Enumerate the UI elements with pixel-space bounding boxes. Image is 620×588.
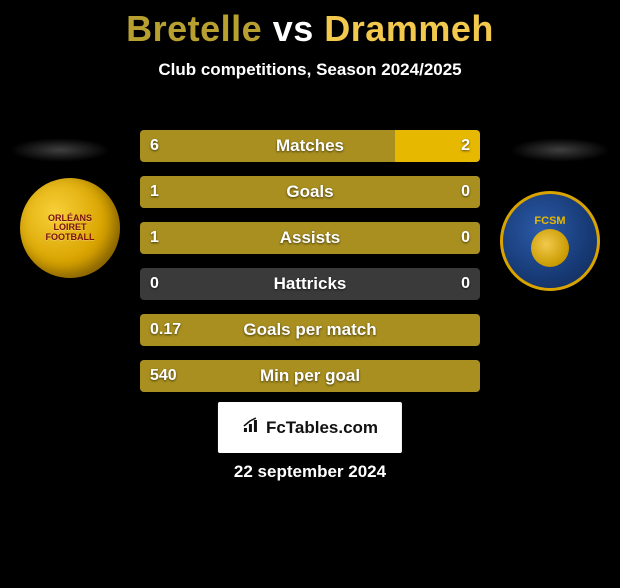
title-player1: Bretelle bbox=[126, 8, 262, 49]
stat-row: 540Min per goal bbox=[140, 360, 480, 392]
stat-label: Goals bbox=[140, 176, 480, 208]
lion-icon bbox=[531, 229, 569, 267]
title-player2: Drammeh bbox=[324, 8, 494, 49]
brand-badge: FcTables.com bbox=[218, 402, 402, 453]
subtitle: Club competitions, Season 2024/2025 bbox=[0, 60, 620, 80]
team-badge-left: ORLÉANSLOIRETFOOTBALL bbox=[20, 178, 120, 278]
shadow-left bbox=[10, 138, 110, 162]
team-badge-right-text: FCSM bbox=[531, 216, 569, 227]
stat-row: 62Matches bbox=[140, 130, 480, 162]
title-vs: vs bbox=[273, 8, 314, 49]
team-badge-right: FCSM bbox=[500, 191, 600, 291]
stat-label: Goals per match bbox=[140, 314, 480, 346]
team-badge-right-label: FCSM bbox=[531, 216, 569, 267]
footer-date: 22 september 2024 bbox=[0, 462, 620, 482]
fctables-logo-icon bbox=[242, 416, 260, 439]
team-badge-left-label: ORLÉANSLOIRETFOOTBALL bbox=[46, 214, 95, 242]
stats-bars: 62Matches 10Goals 10Assists 00Hattricks 0.17… bbox=[140, 130, 480, 406]
stat-label: Hattricks bbox=[140, 268, 480, 300]
stat-row: 10Assists bbox=[140, 222, 480, 254]
stat-row: 00Hattricks bbox=[140, 268, 480, 300]
stat-label: Min per goal bbox=[140, 360, 480, 392]
stat-label: Matches bbox=[140, 130, 480, 162]
brand-text: FcTables.com bbox=[266, 418, 378, 438]
stat-row: 10Goals bbox=[140, 176, 480, 208]
stat-label: Assists bbox=[140, 222, 480, 254]
shadow-right bbox=[510, 138, 610, 162]
page-title: Bretelle vs Drammeh bbox=[0, 8, 620, 50]
stat-row: 0.17Goals per match bbox=[140, 314, 480, 346]
